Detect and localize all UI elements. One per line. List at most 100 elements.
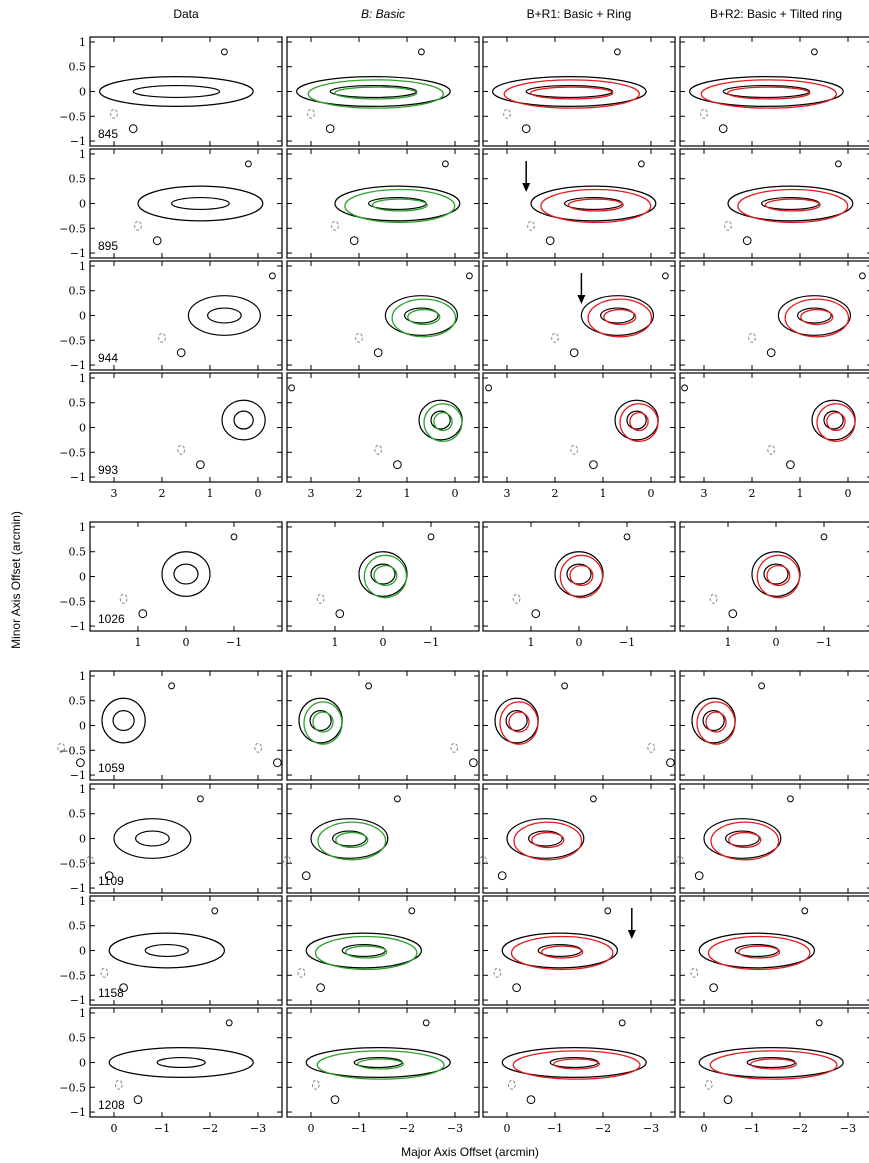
negative-contour-v944-c4 bbox=[748, 332, 756, 343]
ytick-label-1059-1: 0.5 bbox=[69, 695, 87, 708]
noise-contour-a-v1158-c3 bbox=[512, 983, 521, 993]
panel-frame-v1026-c2 bbox=[286, 521, 480, 632]
data-contour-outer-v895-c3 bbox=[530, 185, 657, 222]
data-contour-outer-v944-c2 bbox=[384, 295, 458, 336]
data-contour-outer-v993-c3 bbox=[614, 399, 659, 441]
negative-contour-v1208-c2 bbox=[311, 1079, 320, 1090]
negative-contour-v845-c4 bbox=[700, 108, 708, 119]
noise-contour-a-v1059-c3 bbox=[469, 758, 478, 768]
noise-contour-a-v944-c2 bbox=[373, 348, 383, 358]
data-contour-outer-v895-c4 bbox=[727, 185, 854, 222]
xtick-label-v1026-c1-1: 0 bbox=[183, 636, 190, 649]
xtick-label-v1208-c1-0: 0 bbox=[111, 1122, 118, 1135]
noise-contour-b-v1158-c2 bbox=[408, 907, 416, 915]
velocity-label-1158: 1158 bbox=[98, 986, 124, 1000]
arrow-head-2 bbox=[577, 295, 586, 304]
ytick-label-993-2: 0 bbox=[79, 422, 86, 435]
model-contour-outer-v993-c4 bbox=[816, 403, 856, 443]
model-contour-inner-v1158-c4 bbox=[738, 945, 781, 959]
velocity-label-944: 944 bbox=[98, 351, 118, 365]
noise-contour-b-v895-c1 bbox=[245, 160, 252, 168]
model-contour-outer-v1109-c3 bbox=[513, 821, 583, 861]
data-contour-outer-v895-c2 bbox=[334, 185, 461, 222]
ytick-label-845-1: 0.5 bbox=[69, 61, 87, 74]
data-contour-inner-v1059-c2 bbox=[309, 710, 332, 732]
column-title-2: B: Basic bbox=[361, 7, 405, 21]
model-contour-inner-v1158-c2 bbox=[345, 945, 388, 959]
xtick-label-v1026-c3-2: −1 bbox=[619, 636, 635, 649]
model-contour-inner-v993-c4 bbox=[826, 411, 846, 432]
negative-contour-v993-c4 bbox=[767, 444, 776, 455]
model-contour-outer-v895-c2 bbox=[344, 188, 456, 224]
data-contour-inner-v1026-c2 bbox=[370, 563, 396, 585]
data-contour-inner-v993-c3 bbox=[626, 410, 647, 430]
model-contour-outer-v993-c3 bbox=[619, 403, 659, 443]
noise-contour-a-v1208-c1 bbox=[133, 1095, 143, 1105]
model-contour-inner-v944-c4 bbox=[800, 308, 834, 326]
negative-contour-v895-c4 bbox=[724, 220, 732, 231]
xtick-label-v1026-c3-0: 1 bbox=[528, 636, 535, 649]
model-contour-outer-v944-c2 bbox=[391, 298, 457, 338]
xtick-label-v1026-c2-0: 1 bbox=[332, 636, 339, 649]
model-contour-outer-v1059-c4 bbox=[696, 701, 736, 745]
model-contour-outer-v895-c4 bbox=[737, 188, 849, 224]
negative-contour-v1059-c3 bbox=[450, 742, 459, 753]
xtick-label-v1208-c4-2: −2 bbox=[792, 1122, 808, 1135]
column-title-3: B+R1: Basic + Ring bbox=[527, 7, 632, 21]
arrow-head-3 bbox=[627, 930, 636, 939]
model-contour-outer-v1208-c4 bbox=[709, 1050, 838, 1080]
ytick-label-1109-2: 0 bbox=[79, 833, 86, 846]
ytick-label-944-1: 0.5 bbox=[69, 285, 87, 298]
ytick-label-845-2: 0 bbox=[79, 86, 86, 99]
data-contour-outer-v1059-c1 bbox=[101, 697, 146, 744]
model-contour-inner-v845-c3 bbox=[530, 86, 614, 100]
xtick-label-v1026-c1-2: −1 bbox=[226, 636, 242, 649]
model-contour-inner-v993-c2 bbox=[433, 411, 453, 432]
column-title-4: B+R2: Basic + Tilted ring bbox=[710, 7, 842, 21]
x-axis-label: Major Axis Offset (arcmin) bbox=[401, 1145, 539, 1159]
negative-contour-v1026-c4 bbox=[709, 593, 718, 604]
data-contour-outer-v1158-c2 bbox=[305, 932, 422, 969]
data-contour-inner-v1026-c3 bbox=[566, 563, 592, 585]
xtick-label-v993-c2-2: 1 bbox=[404, 487, 411, 500]
velocity-label-1059: 1059 bbox=[98, 761, 125, 775]
noise-contour-a-v845-c3 bbox=[521, 124, 531, 134]
model-contour-inner-v1109-c4 bbox=[728, 831, 762, 849]
panel-frame-v1109-c3 bbox=[482, 783, 676, 894]
model-contour-outer-v993-c2 bbox=[423, 403, 463, 443]
noise-contour-a-v944-c1 bbox=[176, 348, 186, 358]
noise-contour-a-v1026-c2 bbox=[335, 609, 345, 619]
xtick-label-v993-c2-1: 2 bbox=[356, 487, 363, 500]
noise-contour-a-v1059-c2 bbox=[273, 758, 282, 768]
model-contour-outer-v1059-c2 bbox=[303, 701, 343, 745]
panel-frame-v1059-c4 bbox=[679, 670, 869, 781]
data-contour-outer-v944-c1 bbox=[187, 295, 261, 336]
xtick-label-v1208-c3-3: −3 bbox=[643, 1122, 659, 1135]
data-contour-inner-v993-c1 bbox=[233, 410, 254, 430]
noise-contour-a-v1109-c1 bbox=[104, 871, 114, 881]
ytick-label-895-0: 1 bbox=[79, 148, 86, 161]
data-contour-inner-v1026-c4 bbox=[763, 563, 789, 585]
data-contour-inner-v845-c1 bbox=[132, 84, 221, 99]
noise-contour-b-v1026-c2 bbox=[427, 533, 435, 541]
negative-contour-v1059-c2 bbox=[254, 742, 263, 753]
noise-contour-a-v895-c4 bbox=[742, 236, 752, 246]
ytick-label-1208-3: −0.5 bbox=[59, 1081, 86, 1094]
model-contour-outer-v1026-c3 bbox=[559, 554, 604, 599]
negative-contour-v944-c2 bbox=[355, 332, 363, 343]
model-contour-outer-v1109-c2 bbox=[317, 821, 387, 861]
data-contour-outer-v1059-c2 bbox=[298, 697, 343, 744]
data-contour-inner-v944-c4 bbox=[797, 307, 832, 324]
ytick-label-895-2: 0 bbox=[79, 198, 86, 211]
negative-contour-v845-c2 bbox=[307, 108, 315, 119]
noise-contour-b-v845-c1 bbox=[221, 48, 228, 56]
data-contour-inner-v944-c1 bbox=[206, 307, 242, 324]
noise-contour-b-v993-c3 bbox=[681, 384, 688, 392]
ytick-label-993-4: −1 bbox=[70, 471, 86, 484]
xtick-label-v993-c3-1: 2 bbox=[552, 487, 559, 500]
panel-frame-v1059-c2 bbox=[286, 670, 480, 781]
data-contour-inner-v1109-c3 bbox=[528, 830, 563, 847]
data-contour-inner-v993-c2 bbox=[430, 410, 451, 430]
model-contour-outer-v1158-c3 bbox=[510, 935, 614, 971]
negative-contour-v1109-c4 bbox=[676, 855, 684, 866]
